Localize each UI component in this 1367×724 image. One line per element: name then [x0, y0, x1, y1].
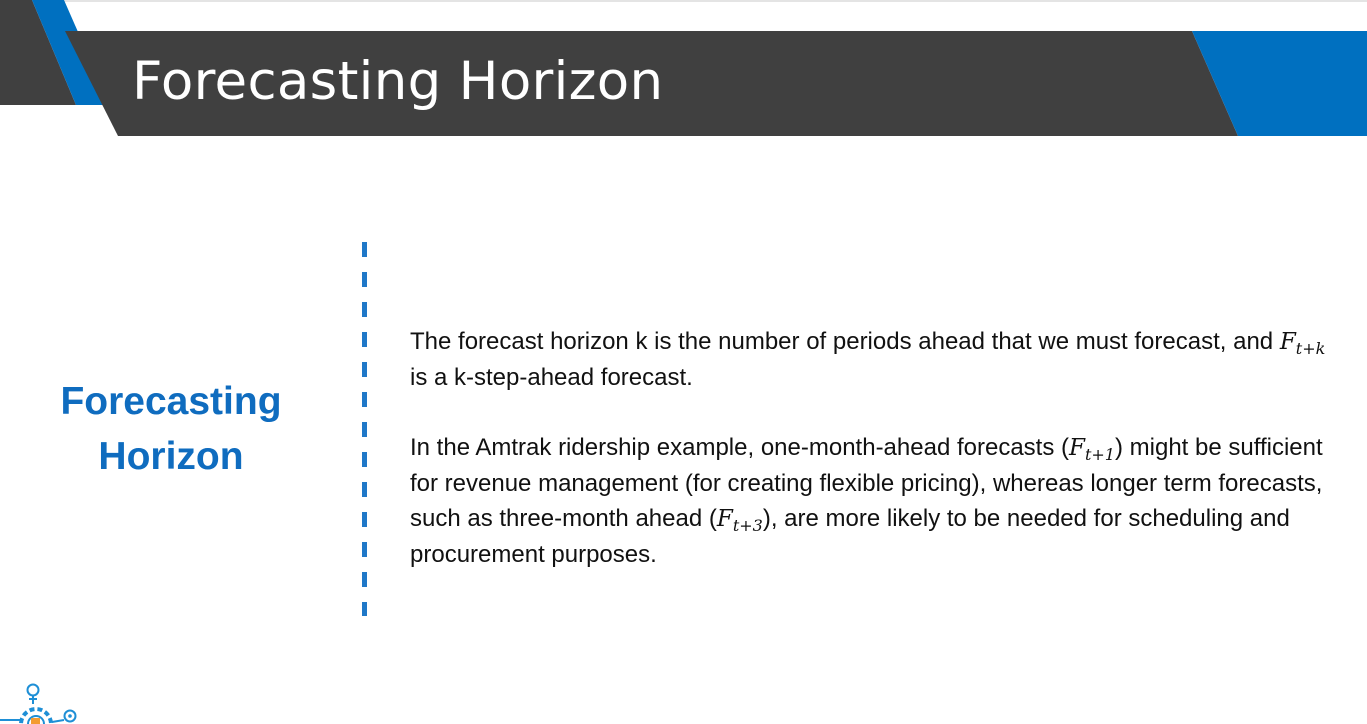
math-f-base: F [1069, 435, 1085, 461]
math-f-t-plus-k: Ft+k [1279, 329, 1326, 358]
lightbulb-icon [26, 683, 40, 704]
paragraph1-text-b: is a k-step-ahead forecast. [410, 364, 693, 391]
side-heading: Forecasting Horizon [40, 374, 302, 484]
paragraph-example: In the Amtrak ridership example, one-mon… [410, 430, 1330, 572]
math-f-subscript: t+1 [1084, 445, 1115, 464]
math-f-subscript: t+k [1295, 339, 1326, 358]
paragraph2-text-a: In the Amtrak ridership example, one-mon… [410, 434, 1069, 461]
paragraph2-text-b: ) might be sufficient for revenue manage… [410, 434, 1323, 532]
math-f-base: F [716, 506, 733, 532]
math-f-base: F [1279, 329, 1296, 355]
gear-icon [0, 707, 53, 724]
dashed-divider [362, 242, 367, 616]
title-banner [0, 0, 1367, 136]
slide-title: Forecasting Horizon [132, 51, 664, 112]
body-text: The forecast horizon k is the number of … [410, 324, 1330, 572]
location-pin-icon [51, 709, 77, 723]
paragraph2-text-c: ), are more likely to be needed for sche… [410, 505, 1290, 568]
paragraph1-text-a: The forecast horizon k is the number of … [410, 328, 1280, 355]
math-f-t-plus-1: Ft+1 [1069, 435, 1115, 464]
side-heading-line2: Horizon [98, 435, 244, 478]
side-heading-line1: Forecasting [60, 380, 282, 423]
paragraph-definition: The forecast horizon k is the number of … [410, 324, 1330, 395]
math-f-t-plus-3: Ft+3 [716, 506, 763, 535]
logo [0, 683, 77, 724]
math-f-subscript: t+3 [732, 516, 763, 535]
